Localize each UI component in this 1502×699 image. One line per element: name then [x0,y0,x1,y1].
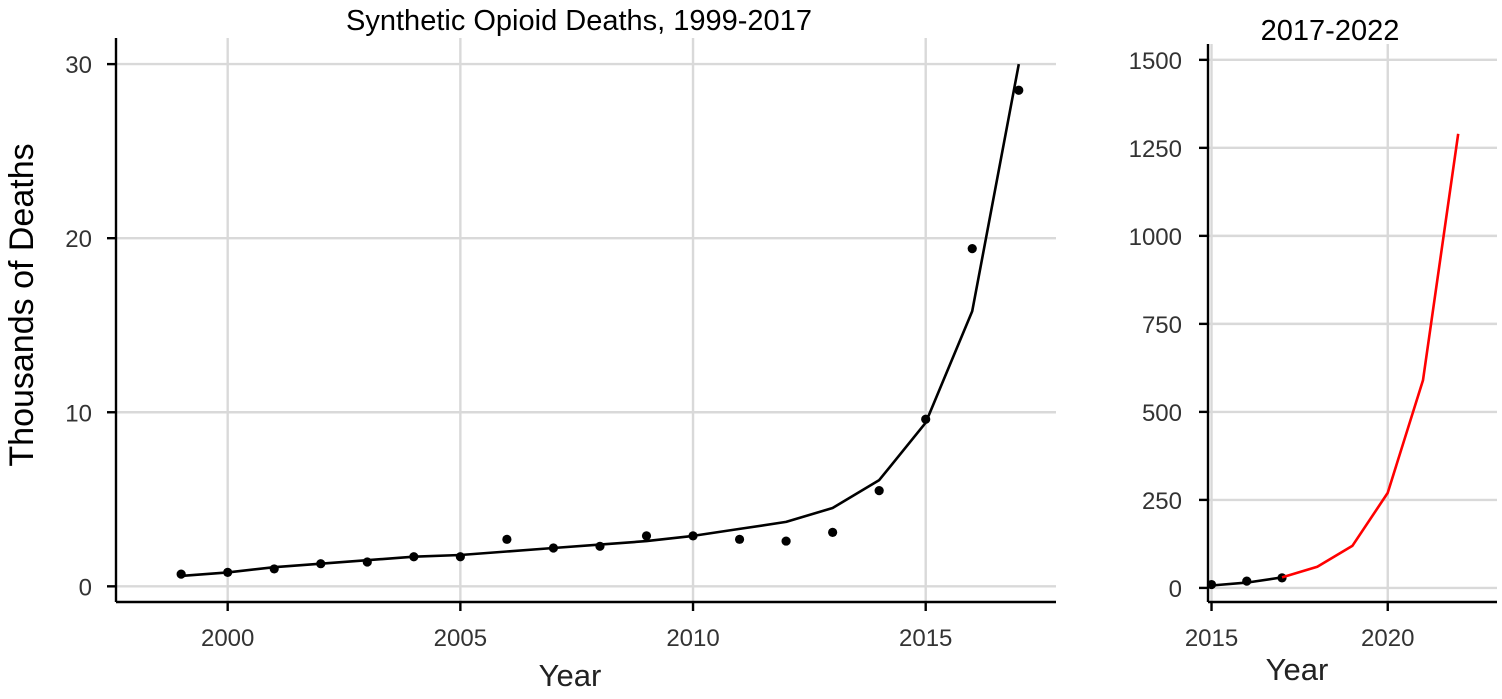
main-y-tick-label: 30 [65,52,92,79]
main-data-point [176,569,186,579]
main-data-point [1014,85,1024,95]
main-data-point [828,527,838,537]
main-y-ticks: 0 10 20 30 [65,52,116,601]
proj-grid [1208,44,1497,602]
main-x-tick-label: 2010 [666,625,719,652]
main-series-line-1 [181,63,1021,578]
proj-x-tick-label: 2015 [1185,625,1238,652]
proj-series-line-1 [1211,576,1283,587]
proj-y-ticks: 0 250 500 750 1000 1250 1500 [1129,48,1208,603]
main-y-tick-label: 10 [65,400,92,427]
main-x-ticks: 2000 2005 2010 2015 [201,602,952,652]
proj-series-line-2 [1281,133,1460,579]
proj-x-ticks: 2015 2020 [1185,602,1414,652]
proj-y-tick-label: 1250 [1129,136,1182,163]
main-x-tick-label: 2015 [899,625,952,652]
proj-y-tick-label: 250 [1142,488,1182,515]
proj-series [1206,133,1460,590]
main-grid [116,38,1056,602]
main-y-tick-label: 20 [65,226,92,253]
proj-x-tick-label: 2020 [1361,625,1414,652]
main-data-point [781,536,791,546]
main-data-point [874,485,884,496]
main-data-point [641,531,652,541]
proj-x-axis-label: Year [1266,652,1329,687]
proj-y-tick-label: 750 [1142,312,1182,339]
panel-main: 0 10 20 30 2000 2005 2010 2015 Synthetic Opioi… [3,5,1056,693]
main-x-tick-label: 2005 [434,625,487,652]
main-y-tick-label: 0 [79,574,92,601]
proj-y-tick-label: 0 [1169,576,1182,603]
proj-y-tick-label: 1500 [1129,48,1182,75]
main-data-point [734,534,745,544]
proj-y-tick-label: 1000 [1129,224,1182,251]
proj-y-tick-label: 500 [1142,400,1182,427]
main-y-axis-label: Thousands of Deaths [3,143,41,466]
panel-projection: 0 250 500 750 1000 1250 1500 2015 2020 2017-202… [1129,15,1497,687]
main-data-point [502,534,512,544]
main-series [176,63,1024,579]
main-x-axis-label: Year [539,658,602,693]
main-x-tick-label: 2000 [201,625,254,652]
proj-chart-title: 2017-2022 [1261,15,1400,47]
main-data-point [967,244,977,254]
main-chart-title: Synthetic Opioid Deaths, 1999-2017 [346,5,812,37]
